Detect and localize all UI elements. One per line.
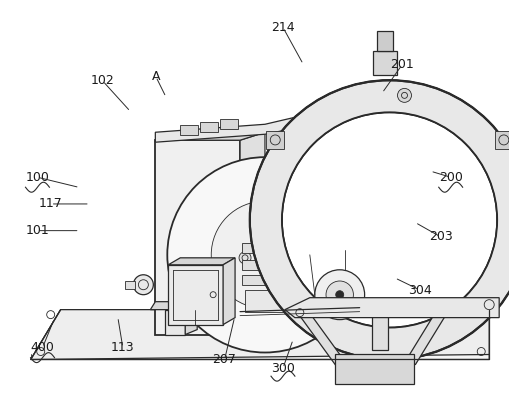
Polygon shape: [168, 265, 222, 325]
Circle shape: [167, 157, 362, 353]
Polygon shape: [155, 140, 240, 335]
Bar: [180, 125, 198, 135]
Polygon shape: [165, 310, 185, 335]
Polygon shape: [334, 354, 414, 384]
Circle shape: [259, 247, 270, 259]
Bar: [242, 260, 271, 270]
Text: 101: 101: [25, 224, 49, 237]
Text: 100: 100: [25, 171, 49, 184]
Text: 117: 117: [39, 197, 63, 211]
Polygon shape: [240, 132, 265, 335]
Text: 214: 214: [271, 21, 294, 34]
Text: 203: 203: [428, 230, 451, 243]
Bar: [200, 122, 218, 132]
Text: 113: 113: [111, 341, 134, 354]
Polygon shape: [293, 308, 350, 370]
Text: 400: 400: [31, 341, 54, 354]
Bar: [125, 281, 135, 289]
Text: 200: 200: [438, 171, 462, 184]
Circle shape: [211, 201, 318, 309]
Polygon shape: [403, 308, 449, 365]
Bar: [220, 119, 238, 129]
Circle shape: [133, 275, 153, 295]
Circle shape: [278, 242, 290, 254]
Bar: [313, 106, 325, 118]
Circle shape: [239, 252, 250, 264]
Text: 300: 300: [270, 362, 294, 375]
Polygon shape: [266, 131, 284, 149]
Bar: [242, 243, 271, 253]
Polygon shape: [222, 258, 235, 325]
Circle shape: [249, 80, 509, 360]
Polygon shape: [185, 304, 197, 335]
Circle shape: [397, 89, 411, 102]
Polygon shape: [494, 131, 509, 149]
Polygon shape: [285, 298, 498, 318]
Polygon shape: [31, 310, 488, 360]
Polygon shape: [155, 110, 324, 142]
Polygon shape: [31, 310, 488, 360]
Bar: [244, 290, 285, 311]
Text: 207: 207: [212, 353, 236, 367]
Text: A: A: [151, 70, 160, 83]
Text: 102: 102: [91, 74, 114, 87]
Circle shape: [314, 270, 364, 320]
Polygon shape: [155, 132, 265, 140]
Bar: [242, 275, 271, 285]
Polygon shape: [168, 258, 235, 265]
Text: 201: 201: [390, 58, 413, 71]
Text: 304: 304: [408, 284, 431, 297]
Polygon shape: [371, 315, 387, 349]
Circle shape: [281, 112, 496, 328]
Circle shape: [335, 291, 343, 299]
Polygon shape: [376, 30, 392, 51]
Circle shape: [325, 281, 353, 309]
Polygon shape: [372, 51, 395, 75]
Polygon shape: [150, 302, 215, 310]
